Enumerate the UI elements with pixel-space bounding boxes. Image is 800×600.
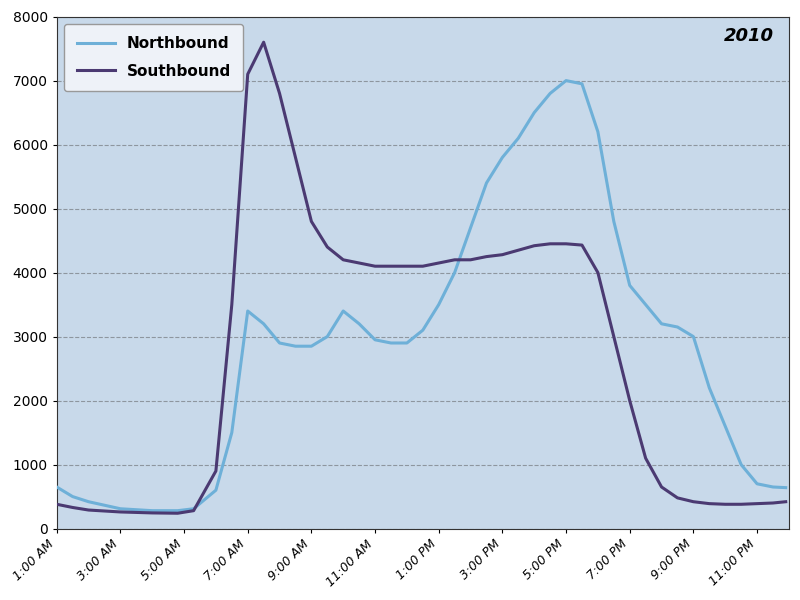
Text: 2010: 2010 xyxy=(724,27,774,45)
Legend: Northbound, Southbound: Northbound, Southbound xyxy=(64,24,243,91)
